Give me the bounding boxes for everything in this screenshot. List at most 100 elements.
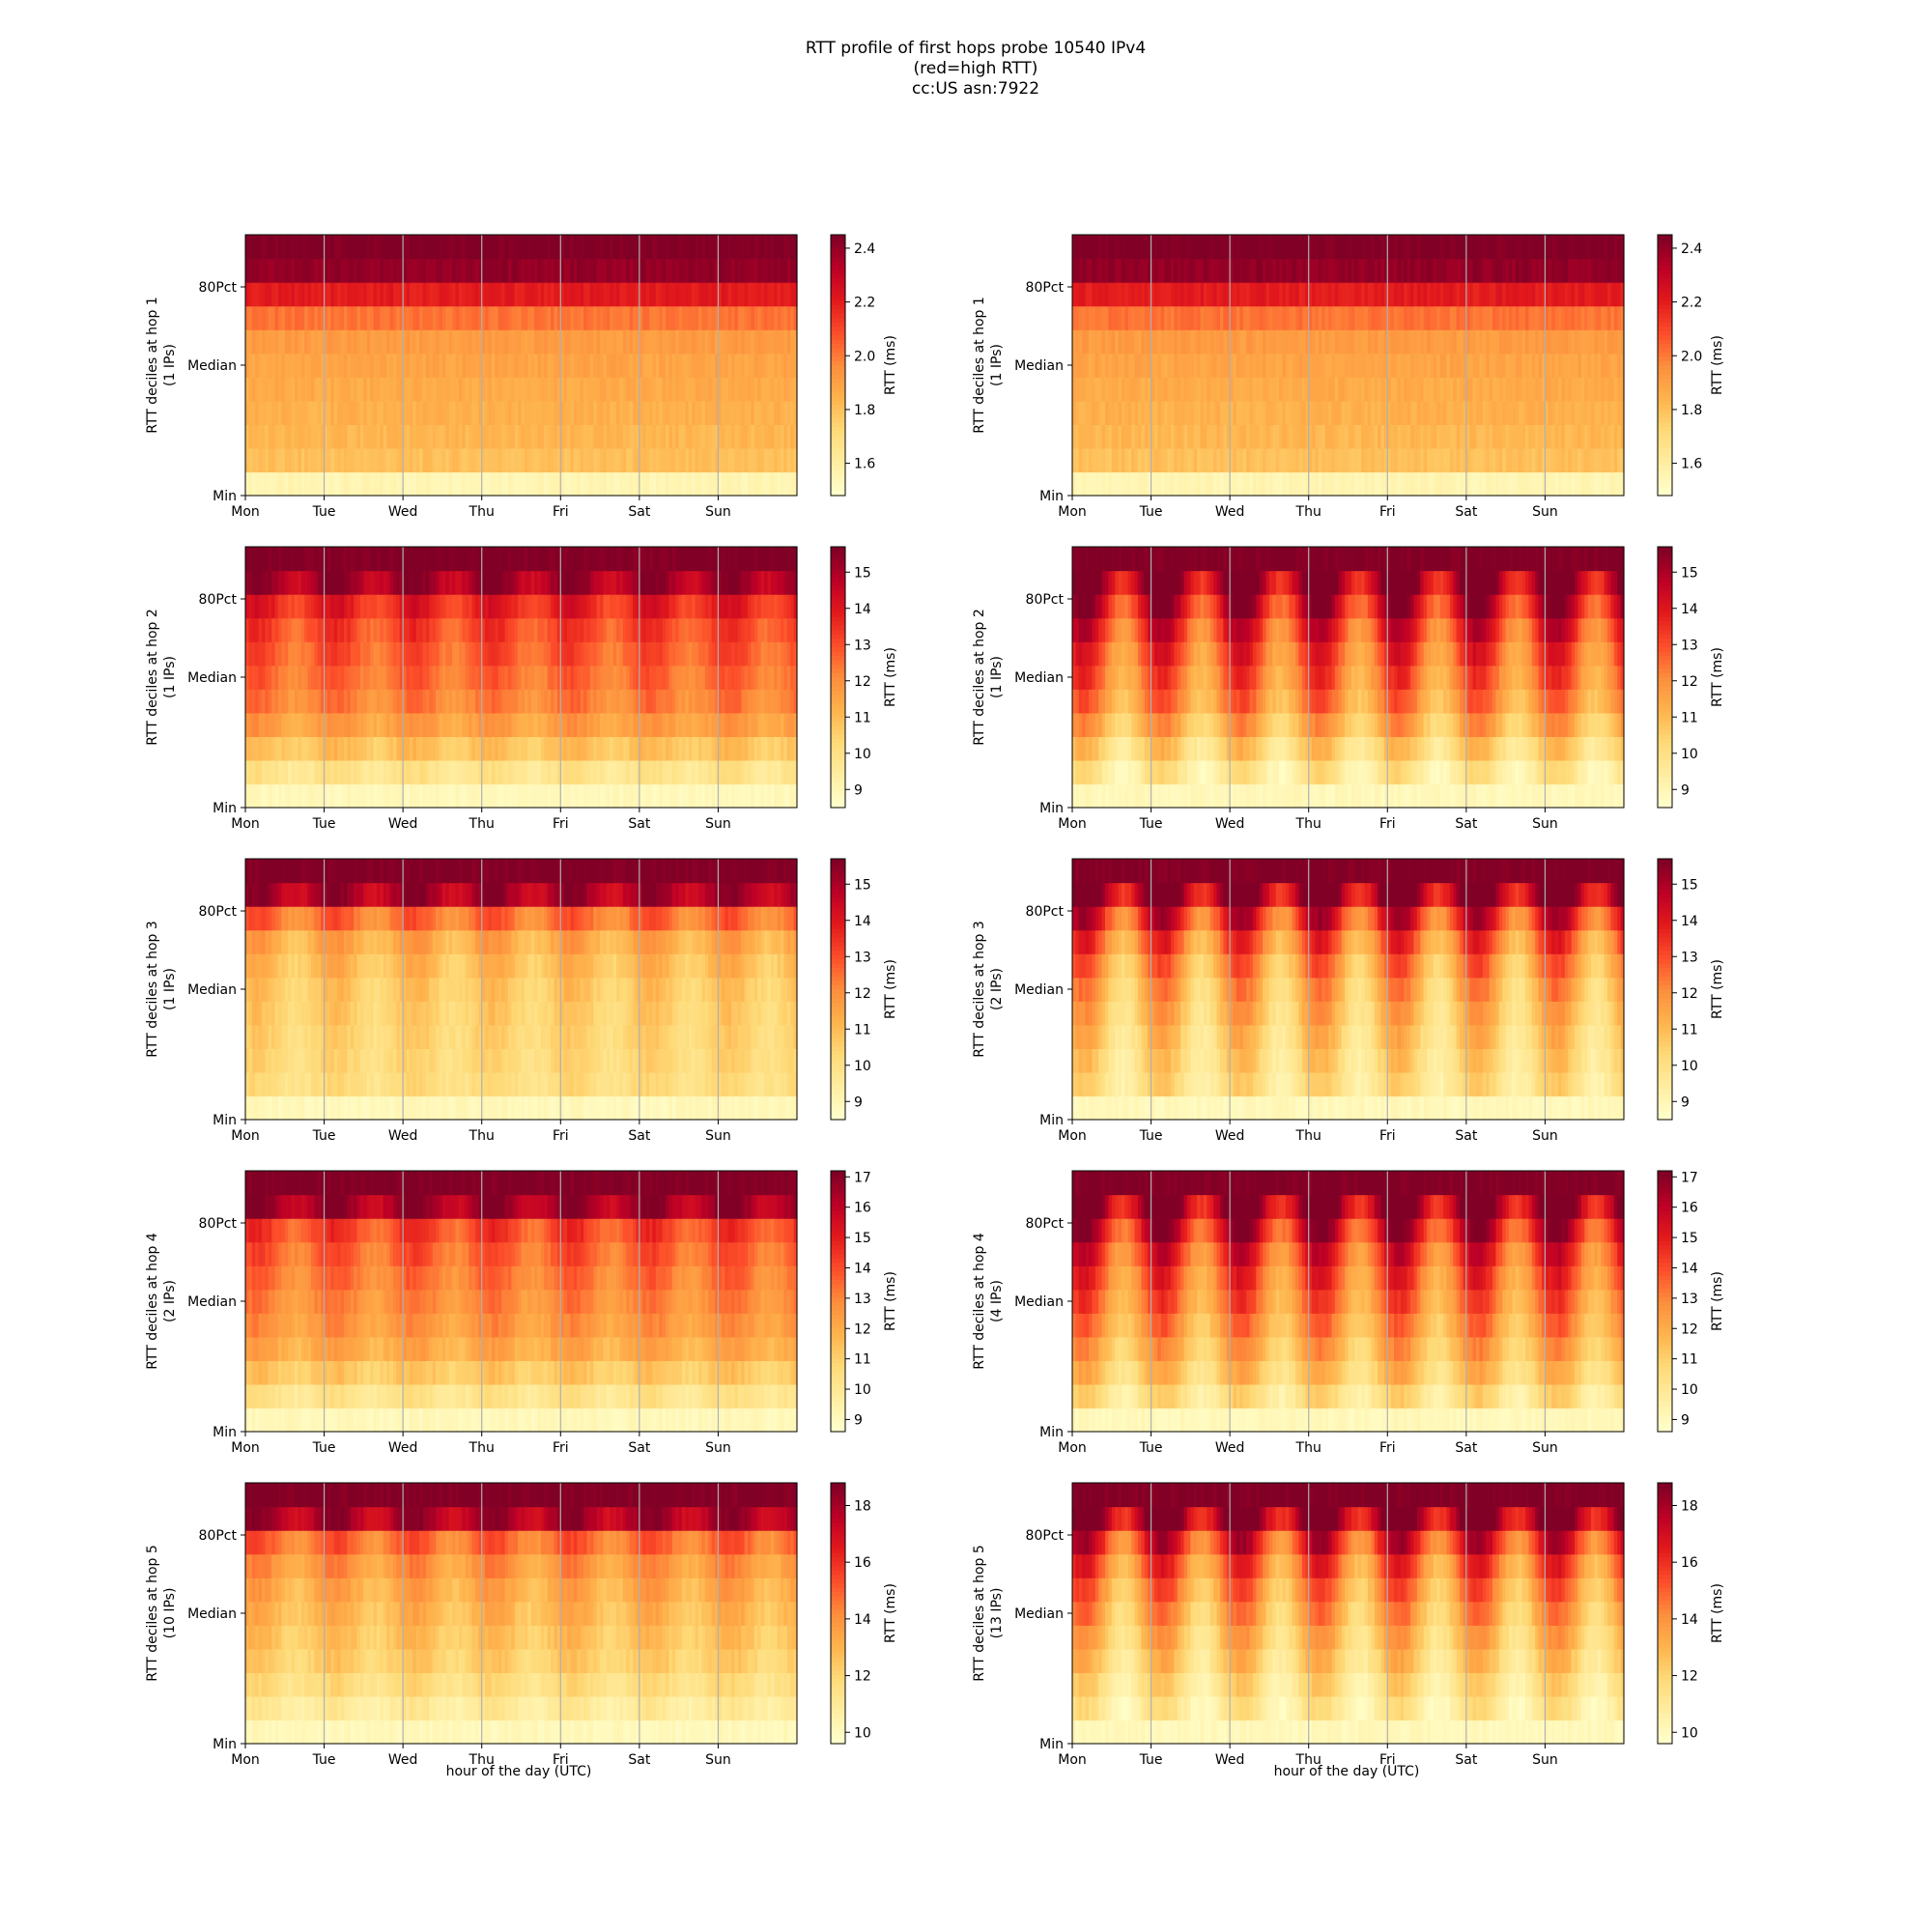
heatmap-cell bbox=[692, 329, 696, 355]
heatmap-cell bbox=[1209, 305, 1214, 330]
heatmap-cell bbox=[544, 235, 549, 260]
heatmap-cell bbox=[790, 665, 795, 690]
heatmap-cell bbox=[491, 712, 496, 737]
heatmap-cell bbox=[462, 235, 467, 260]
heatmap-cell bbox=[612, 665, 617, 690]
heatmap-cell bbox=[1610, 377, 1615, 402]
heatmap-cell bbox=[556, 665, 561, 690]
heatmap-cell bbox=[1509, 235, 1514, 260]
heatmap-cell bbox=[633, 235, 638, 260]
heatmap-cell bbox=[366, 258, 371, 283]
heatmap-cell bbox=[711, 759, 716, 785]
heatmap-cell bbox=[1265, 447, 1270, 473]
heatmap-cell bbox=[1115, 447, 1120, 473]
heatmap-cell bbox=[1078, 282, 1083, 307]
heatmap-cell bbox=[668, 471, 673, 497]
heatmap-cell bbox=[666, 665, 670, 690]
heatmap-cell bbox=[462, 353, 467, 378]
heatmap-cell bbox=[429, 400, 434, 425]
heatmap-cell bbox=[300, 258, 305, 283]
heatmap-cell bbox=[626, 353, 631, 378]
heatmap-cell bbox=[330, 282, 335, 307]
heatmap-cell bbox=[715, 783, 720, 809]
heatmap-cell bbox=[350, 712, 355, 737]
heatmap-cell bbox=[1594, 305, 1599, 330]
heatmap-cell bbox=[1092, 424, 1096, 449]
heatmap-cell bbox=[324, 759, 328, 785]
heatmap-cell bbox=[724, 783, 729, 809]
heatmap-cell bbox=[1242, 377, 1247, 402]
heatmap-cell bbox=[659, 258, 664, 283]
heatmap-cell bbox=[642, 329, 647, 355]
heatmap-cell bbox=[636, 665, 640, 690]
heatmap-cell bbox=[1213, 353, 1218, 378]
heatmap-cell bbox=[1502, 377, 1507, 402]
heatmap-cell bbox=[1535, 377, 1540, 402]
heatmap-cell bbox=[1072, 400, 1076, 425]
heatmap-cell bbox=[294, 329, 298, 355]
heatmap-cell bbox=[300, 329, 305, 355]
heatmap-cell bbox=[547, 783, 552, 809]
colorbar-segment bbox=[1658, 365, 1672, 371]
heatmap-cell bbox=[304, 258, 309, 283]
colorbar-segment bbox=[831, 404, 845, 410]
heatmap-cell bbox=[1213, 377, 1218, 402]
heatmap-cell bbox=[1515, 424, 1520, 449]
heatmap-cell bbox=[1387, 377, 1392, 402]
heatmap-cell bbox=[570, 235, 575, 260]
heatmap-cell bbox=[666, 712, 670, 737]
heatmap-cell bbox=[671, 665, 676, 690]
heatmap-cell bbox=[593, 736, 598, 761]
heatmap-cell bbox=[1545, 377, 1549, 402]
heatmap-cell bbox=[616, 400, 621, 425]
heatmap-cell bbox=[422, 329, 427, 355]
heatmap-cell bbox=[704, 305, 709, 330]
heatmap-cell bbox=[652, 736, 657, 761]
heatmap-cell bbox=[248, 689, 253, 714]
heatmap-cell bbox=[1263, 282, 1267, 307]
heatmap-cell bbox=[1249, 447, 1254, 473]
colorbar-segment bbox=[831, 378, 845, 384]
heatmap-cell bbox=[1124, 377, 1129, 402]
heatmap-cell bbox=[370, 235, 375, 260]
heatmap-cell bbox=[671, 353, 676, 378]
heatmap-cell bbox=[284, 641, 289, 667]
heatmap-cell bbox=[577, 424, 582, 449]
heatmap-cell bbox=[554, 329, 558, 355]
heatmap-cell bbox=[1207, 447, 1211, 473]
heatmap-cell bbox=[1551, 400, 1556, 425]
heatmap-cell bbox=[770, 712, 775, 737]
heatmap-cell bbox=[1495, 424, 1500, 449]
heatmap-cell bbox=[577, 783, 582, 809]
heatmap-cell bbox=[1498, 400, 1503, 425]
heatmap-cell bbox=[715, 353, 720, 378]
heatmap-cell bbox=[793, 353, 798, 378]
heatmap-cell bbox=[524, 258, 528, 283]
heatmap-cell bbox=[321, 447, 326, 473]
heatmap-cell bbox=[1364, 400, 1369, 425]
heatmap-cell bbox=[1404, 305, 1408, 330]
x-tick-label: Sun bbox=[1532, 504, 1558, 520]
colorbar-tick-label: 2.2 bbox=[854, 296, 875, 311]
heatmap-cell bbox=[616, 258, 621, 283]
heatmap-cell bbox=[708, 736, 713, 761]
heatmap-cell bbox=[1094, 424, 1099, 449]
heatmap-cell bbox=[753, 258, 758, 283]
heatmap-cell bbox=[422, 447, 427, 473]
heatmap-cell bbox=[718, 736, 723, 761]
heatmap-cell bbox=[1144, 305, 1149, 330]
heatmap-cell bbox=[1230, 424, 1235, 449]
heatmap-cell bbox=[1498, 282, 1503, 307]
heatmap-cell bbox=[551, 305, 555, 330]
heatmap-cell bbox=[1571, 471, 1576, 497]
heatmap-cell bbox=[481, 235, 486, 260]
colorbar-segment bbox=[1658, 469, 1672, 475]
heatmap-cell bbox=[1190, 400, 1195, 425]
heatmap-cell bbox=[1568, 258, 1573, 283]
heatmap-cell bbox=[488, 665, 493, 690]
heatmap-cell bbox=[261, 712, 266, 737]
heatmap-cell bbox=[347, 665, 352, 690]
heatmap-cell bbox=[412, 736, 417, 761]
heatmap-cell bbox=[685, 282, 690, 307]
heatmap-cell bbox=[1400, 305, 1405, 330]
